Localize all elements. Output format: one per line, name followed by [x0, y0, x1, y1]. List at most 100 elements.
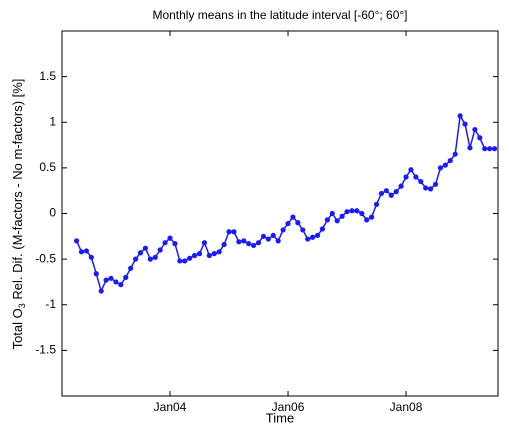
data-point: [418, 178, 424, 185]
data-point: [152, 254, 158, 260]
data-point: [432, 181, 439, 187]
data-point: [211, 251, 217, 257]
y-label-subscript: 3: [17, 303, 27, 308]
data-point: [388, 192, 394, 198]
data-point: [255, 240, 262, 246]
data-point: [423, 185, 429, 191]
data-point: [221, 241, 227, 248]
data-point: [373, 201, 380, 207]
x-tick-label: Jan08: [390, 400, 423, 414]
data-point: [290, 214, 296, 220]
data-point: [314, 232, 321, 238]
data-point: [442, 162, 448, 168]
data-point: [408, 167, 414, 173]
data-point: [491, 146, 498, 152]
data-point: [216, 249, 222, 255]
data-point: [403, 174, 409, 180]
data-point: [93, 271, 99, 277]
data-point: [265, 236, 271, 242]
data-point: [477, 135, 483, 141]
data-point: [359, 210, 365, 217]
data-point: [349, 208, 355, 214]
x-axis-label: Time: [266, 410, 294, 425]
data-point: [128, 265, 134, 271]
data-point: [142, 245, 149, 251]
data-point: [482, 146, 488, 152]
data-point: [226, 229, 232, 235]
data-point: [187, 255, 193, 261]
y-axis-label: Total O3 Rel. Dif. (M-factors - No m-fac…: [10, 79, 27, 350]
data-point: [472, 126, 478, 133]
y-tick-label: 0: [49, 206, 56, 220]
y-tick-label: 1: [49, 114, 56, 128]
data-point: [192, 252, 198, 259]
data-point: [157, 247, 163, 253]
x-tick-label: Jan06: [272, 400, 305, 414]
data-point: [236, 239, 242, 245]
data-point: [83, 248, 90, 254]
data-point: [201, 240, 208, 246]
data-point: [118, 282, 124, 288]
data-point: [196, 251, 203, 257]
data-point: [452, 151, 458, 157]
data-point: [113, 279, 119, 285]
data-point: [108, 275, 114, 281]
data-point: [364, 217, 370, 223]
data-point: [393, 189, 399, 195]
data-point: [467, 145, 473, 151]
data-point: [123, 274, 129, 280]
data-point: [310, 234, 316, 240]
data-point: [133, 256, 139, 262]
data-point: [462, 121, 468, 127]
data-point: [319, 226, 326, 232]
data-point: [167, 235, 173, 241]
data-point: [182, 258, 188, 264]
data-point: [329, 210, 335, 217]
data-point: [280, 227, 286, 233]
data-point: [447, 157, 453, 164]
data-point: [206, 252, 212, 259]
data-point: [437, 165, 444, 171]
data-point: [162, 240, 168, 246]
y-tick-label: -1.5: [35, 343, 56, 357]
data-point: [354, 208, 360, 214]
data-point: [147, 256, 153, 262]
data-point: [251, 242, 257, 249]
data-point: [324, 217, 330, 223]
data-point: [413, 174, 419, 180]
data-point: [78, 249, 85, 255]
data-point: [270, 232, 276, 238]
data-point: [275, 238, 281, 244]
chart-title: Monthly means in the latitude interval […: [152, 8, 407, 22]
data-point: [457, 113, 463, 119]
data-point: [334, 218, 340, 224]
data-point: [344, 209, 350, 215]
data-point: [295, 220, 301, 226]
data-point: [305, 236, 311, 242]
data-point: [137, 250, 144, 256]
data-point: [487, 146, 493, 152]
data-point: [428, 186, 434, 192]
y-tick-label: -0.5: [35, 251, 56, 265]
y-tick-label: -1: [45, 297, 56, 311]
data-point: [339, 213, 345, 219]
data-point: [98, 288, 104, 294]
data-point: [369, 214, 375, 220]
data-point: [74, 238, 80, 244]
y-label-prefix: Total O: [10, 308, 25, 349]
data-point: [231, 229, 237, 235]
data-point: [285, 220, 291, 227]
data-point: [246, 241, 252, 247]
y-label-suffix: Rel. Dif. (M-factors - No m-factors) [%]: [10, 79, 25, 304]
data-point: [300, 227, 306, 233]
data-point: [177, 258, 183, 264]
data-point: [88, 254, 94, 260]
data-point: [398, 183, 404, 189]
data-point: [103, 277, 109, 283]
data-point: [383, 188, 389, 194]
x-tick-label: Jan04: [154, 400, 187, 414]
y-tick-label: 0.5: [39, 160, 56, 174]
data-point: [172, 241, 178, 247]
